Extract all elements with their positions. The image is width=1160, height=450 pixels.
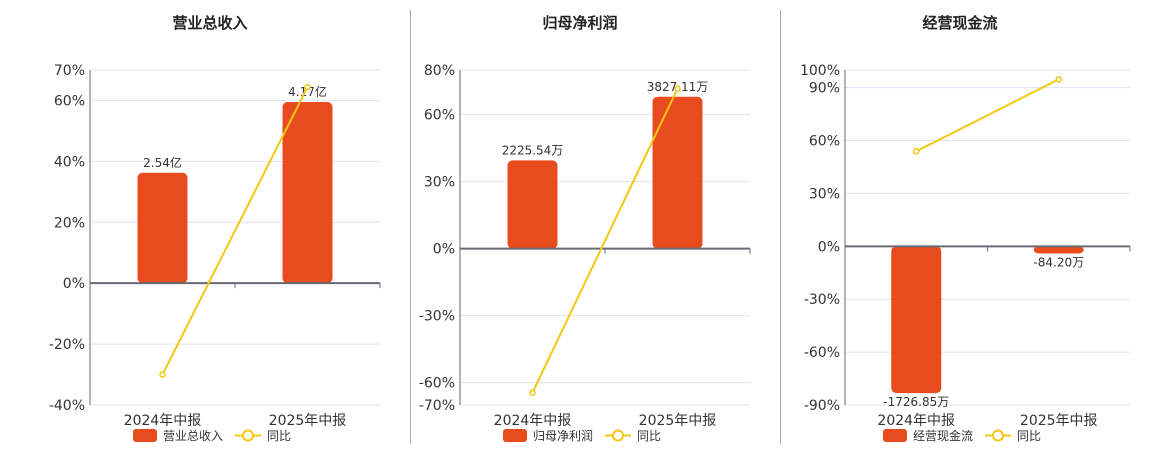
bar <box>137 172 188 284</box>
legend-line-marker <box>992 429 1004 442</box>
yoy-line <box>161 86 309 375</box>
legend-bar-label: 归母净利润 <box>533 429 593 443</box>
bar <box>652 96 703 249</box>
chart-title-revenue: 营业总收入 <box>172 14 248 32</box>
bar <box>282 101 333 284</box>
yoy-point <box>913 148 920 155</box>
yoy-point <box>674 85 681 93</box>
legend-line-label: 同比 <box>267 429 291 443</box>
legend-line-marker <box>242 429 254 442</box>
y-tick-label: -60% <box>804 345 840 361</box>
yoy-point <box>1055 76 1062 83</box>
yoy-point <box>304 83 311 91</box>
x-tick-label: 2025年中报 <box>639 413 717 429</box>
bar <box>891 246 942 394</box>
y-tick-label: 40% <box>54 154 85 170</box>
chart-title-cashflow: 经营现金流 <box>922 14 998 32</box>
legend-line-label: 同比 <box>1017 429 1041 443</box>
x-tick-label: 2024年中报 <box>877 413 955 429</box>
y-tick-label: -70% <box>419 398 455 414</box>
bar-data-label: 4.17亿 <box>288 84 327 99</box>
x-tick-label: 2024年中报 <box>494 413 572 429</box>
y-tick-label: -60% <box>419 376 455 392</box>
y-tick-label: -40% <box>49 398 85 414</box>
legend-line-label: 同比 <box>637 429 661 443</box>
x-tick-label: 2025年中报 <box>1020 413 1098 429</box>
bar-data-label: 2.54亿 <box>143 155 182 170</box>
y-tick-label: 0% <box>63 276 85 292</box>
legend-bar-swatch <box>503 429 527 442</box>
y-tick-label: 0% <box>818 239 840 255</box>
y-tick-label: 60% <box>809 134 840 150</box>
chart-title-net-profit: 归母净利润 <box>542 14 618 32</box>
legend-bar-swatch <box>883 429 907 442</box>
y-tick-label: -30% <box>419 309 455 325</box>
y-tick-label: -90% <box>804 398 840 414</box>
x-tick-label: 2024年中报 <box>124 413 202 429</box>
y-tick-label: 60% <box>54 93 85 109</box>
y-tick-label: 20% <box>54 215 85 231</box>
y-tick-label: -30% <box>804 292 840 308</box>
y-tick-label: -20% <box>49 337 85 353</box>
legend-bar-label: 经营现金流 <box>913 428 973 443</box>
y-tick-label: 30% <box>424 175 455 191</box>
bar <box>1033 246 1084 254</box>
yoy-line <box>531 88 679 394</box>
y-tick-label: 0% <box>433 242 455 258</box>
yoy-line <box>915 78 1060 153</box>
y-tick-label: 70% <box>54 63 85 79</box>
yoy-point <box>529 389 536 396</box>
x-tick-label: 2025年中报 <box>269 413 347 429</box>
y-tick-label: 30% <box>809 186 840 202</box>
legend-line-marker <box>612 429 624 442</box>
y-tick-label: 60% <box>424 108 455 124</box>
bar <box>507 160 558 249</box>
bar-data-label: 2225.54万 <box>502 143 564 157</box>
yoy-point <box>159 371 166 378</box>
legend-bar-swatch <box>133 429 157 442</box>
panel-divider <box>410 10 411 444</box>
panel-divider <box>780 10 781 444</box>
y-tick-label: 80% <box>424 63 455 79</box>
y-tick-label: 90% <box>809 81 840 97</box>
bar-data-label: -1726.85万 <box>883 395 949 409</box>
bar-data-label: -84.20万 <box>1033 255 1084 269</box>
legend-bar-label: 营业总收入 <box>163 429 223 443</box>
y-tick-label: 100% <box>800 63 840 79</box>
